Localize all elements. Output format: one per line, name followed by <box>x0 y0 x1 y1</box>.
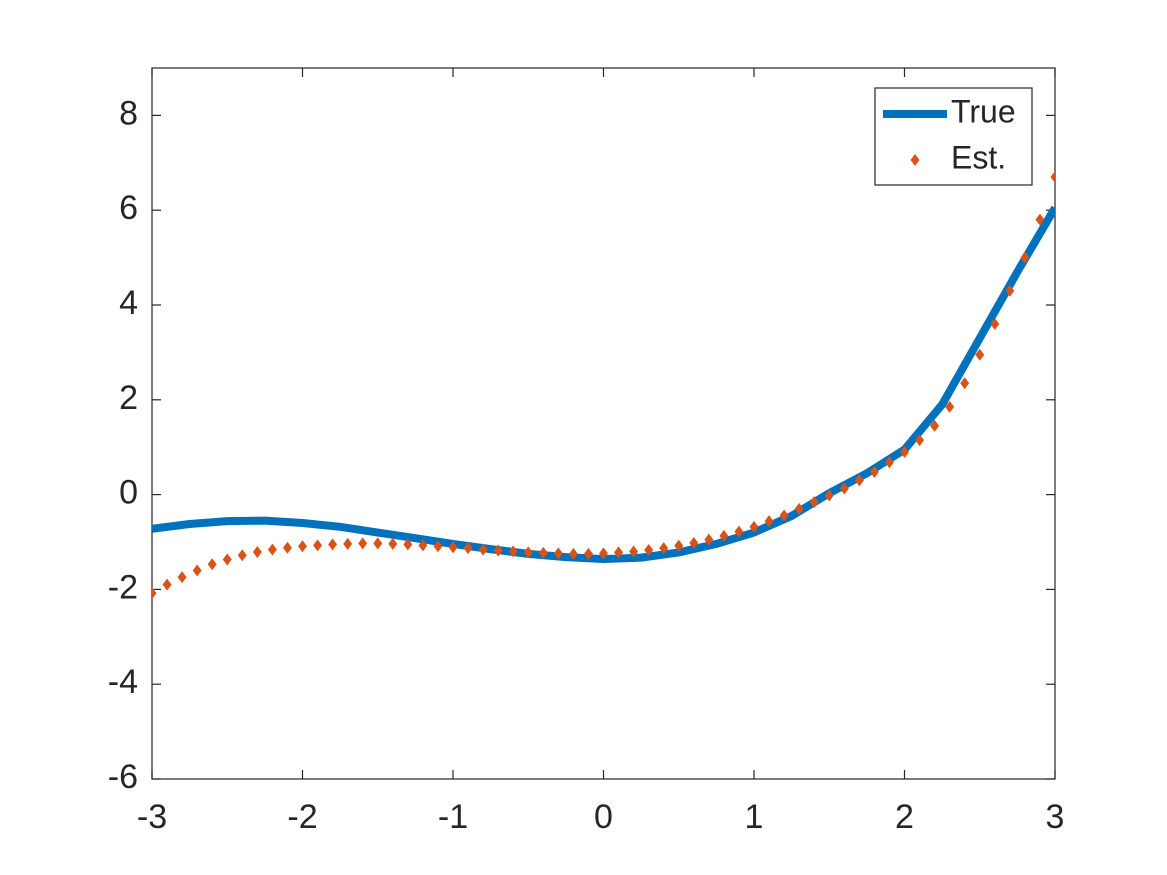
marker <box>418 539 428 552</box>
marker <box>313 539 323 552</box>
marker <box>298 540 307 553</box>
marker <box>930 419 940 432</box>
y-tick-label: 2 <box>119 379 138 417</box>
marker <box>373 537 383 550</box>
marker <box>824 489 834 502</box>
plot-layer <box>152 171 1055 600</box>
marker <box>192 564 202 577</box>
marker <box>794 502 804 515</box>
marker <box>583 547 593 560</box>
y-tick-label: -6 <box>108 758 138 796</box>
y-tick-label: 6 <box>119 189 138 227</box>
marker <box>388 537 398 550</box>
marker <box>222 553 232 566</box>
marker <box>252 545 262 558</box>
marker <box>358 537 368 550</box>
marker <box>749 520 759 533</box>
marker <box>990 317 1000 330</box>
marker <box>282 541 292 554</box>
marker <box>553 547 563 560</box>
y-tick-label: 4 <box>119 284 138 322</box>
y-tick-label: 0 <box>119 474 138 512</box>
marker <box>614 546 624 559</box>
marker <box>1005 284 1015 297</box>
marker <box>689 536 699 549</box>
marker <box>869 465 879 478</box>
marker <box>267 543 277 556</box>
marker <box>478 543 488 556</box>
y-tick-label: -2 <box>108 568 138 606</box>
x-tick-label: 1 <box>745 798 764 836</box>
marker <box>463 542 473 555</box>
marker <box>523 546 533 559</box>
marker <box>975 348 985 361</box>
y-tick-label: -4 <box>108 663 138 701</box>
marker <box>839 482 849 495</box>
marker <box>328 538 338 551</box>
x-tick-label: 3 <box>1046 798 1065 836</box>
marker <box>599 547 608 560</box>
marker <box>960 377 970 390</box>
legend-box <box>874 87 1033 186</box>
legend-swatch <box>910 154 920 166</box>
x-tick-label: 0 <box>594 798 613 836</box>
marker <box>900 445 909 458</box>
marker <box>403 538 413 551</box>
marker <box>1020 251 1030 264</box>
marker <box>764 515 774 528</box>
marker <box>854 474 864 487</box>
marker <box>177 571 187 584</box>
plot-area <box>151 67 1056 780</box>
marker <box>704 533 714 546</box>
marker <box>915 434 925 447</box>
marker <box>508 545 518 558</box>
marker <box>674 539 684 552</box>
x-tick-label: -3 <box>137 798 167 836</box>
legend-label: Est. <box>951 139 1006 175</box>
x-tick-label: -1 <box>438 798 468 836</box>
marker <box>1050 171 1055 184</box>
marker <box>734 525 744 538</box>
marker <box>719 529 729 542</box>
marker <box>659 542 669 555</box>
marker <box>152 587 157 600</box>
marker <box>629 545 639 558</box>
marker <box>448 541 458 554</box>
marker <box>644 544 654 557</box>
marker <box>568 547 578 560</box>
marker <box>809 496 819 509</box>
marker <box>237 549 247 562</box>
marker <box>779 509 789 522</box>
marker <box>207 558 217 571</box>
marker <box>493 544 503 557</box>
marker <box>433 540 443 553</box>
marker <box>343 537 353 550</box>
marker <box>1035 213 1045 226</box>
legend-label: True <box>951 93 1016 129</box>
x-tick-label: -2 <box>287 798 317 836</box>
marker <box>884 456 894 469</box>
y-tick-label: 8 <box>119 94 138 132</box>
x-tick-label: 2 <box>895 798 914 836</box>
marker <box>945 400 955 413</box>
marker <box>538 546 548 559</box>
marker <box>162 578 172 591</box>
